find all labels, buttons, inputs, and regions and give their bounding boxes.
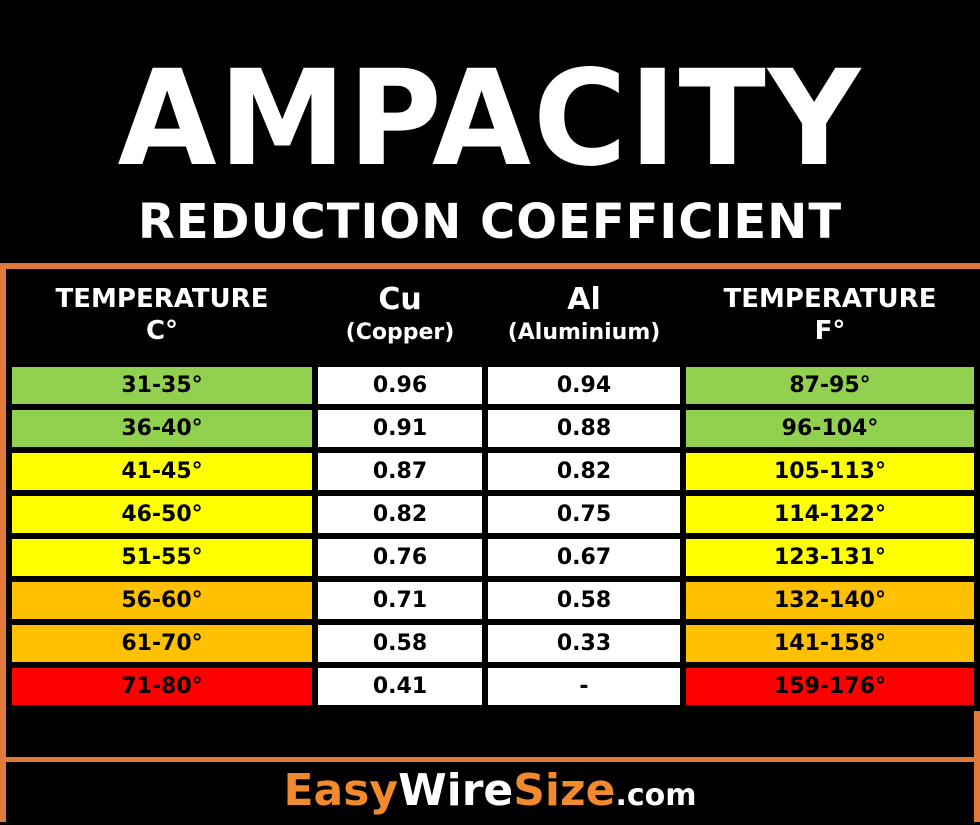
cell-aluminium: 0.58 [482,576,686,625]
cell-temperature-c: 41-45° [6,447,318,496]
cell-aluminium: 0.94 [482,361,686,410]
table-row: 31-35° 0.96 0.94 87-95° [6,361,980,410]
header-aluminium: Al (Aluminium) [482,269,686,367]
header-copper: Cu (Copper) [312,269,488,367]
cell-temperature-f: 132-140° [680,576,980,625]
ampacity-table: TEMPERATURE C° Cu (Copper) Al (Aluminium… [6,269,980,711]
logo-wire: Wire [398,765,514,816]
cell-copper: 0.91 [312,404,488,453]
logo-com: .com [615,778,697,813]
table-row: 56-60° 0.71 0.58 132-140° [6,576,980,625]
header-unit: F° [814,316,846,346]
cell-copper: 0.82 [312,490,488,539]
table-body: 31-35° 0.96 0.94 87-95° 36-40° 0.91 0.88 96-104… [6,361,980,711]
cell-copper: 0.41 [312,662,488,711]
header-label: TEMPERATURE [55,284,269,314]
header-temperature-c: TEMPERATURE C° [6,269,318,367]
cell-temperature-c: 56-60° [6,576,318,625]
footer-logo: EasyWireSize.com [0,757,980,822]
header-sublabel: (Copper) [345,320,455,345]
cell-aluminium: 0.82 [482,447,686,496]
page-title: AMPACITY [117,42,863,196]
cell-copper: 0.96 [312,361,488,410]
cell-temperature-f: 141-158° [680,619,980,668]
table-row: 51-55° 0.76 0.67 123-131° [6,533,980,582]
cell-temperature-f: 123-131° [680,533,980,582]
cell-temperature-f: 159-176° [680,662,980,711]
cell-aluminium: 0.67 [482,533,686,582]
table-row: 46-50° 0.82 0.75 114-122° [6,490,980,539]
header-label: TEMPERATURE [723,284,937,314]
header-label: Al [567,282,601,317]
table-row: 71-80° 0.41-159-176° [6,662,980,711]
cell-copper: 0.58 [312,619,488,668]
cell-aluminium: 0.88 [482,404,686,453]
cell-aluminium: 0.75 [482,490,686,539]
logo-size: Size [513,765,616,816]
cell-temperature-c: 31-35° [6,361,318,410]
cell-aluminium: 0.33 [482,619,686,668]
header-temperature-f: TEMPERATURE F° [680,269,980,367]
cell-temperature-f: 96-104° [680,404,980,453]
table-row: 61-70° 0.58 0.33 141-158° [6,619,980,668]
cell-temperature-c: 61-70° [6,619,318,668]
table-header-row: TEMPERATURE C° Cu (Copper) Al (Aluminium… [6,269,980,367]
table-row: 41-45° 0.87 0.82 105-113° [6,447,980,496]
table-row: 36-40° 0.91 0.88 96-104° [6,404,980,453]
header-label: Cu [378,282,422,317]
header-sublabel: (Aluminium) [507,320,661,345]
cell-temperature-c: 51-55° [6,533,318,582]
header-unit: C° [145,316,179,346]
logo-easy: Easy [283,765,399,816]
cell-copper: 0.71 [312,576,488,625]
cell-copper: 0.76 [312,533,488,582]
cell-temperature-f: 114-122° [680,490,980,539]
cell-copper: 0.87 [312,447,488,496]
cell-aluminium: - [482,662,686,711]
cell-temperature-c: 36-40° [6,404,318,453]
cell-temperature-c: 71-80° [6,662,318,711]
cell-temperature-f: 105-113° [680,447,980,496]
cell-temperature-f: 87-95° [680,361,980,410]
cell-temperature-c: 46-50° [6,490,318,539]
page-subtitle: REDUCTION COEFFICIENT [137,194,843,250]
